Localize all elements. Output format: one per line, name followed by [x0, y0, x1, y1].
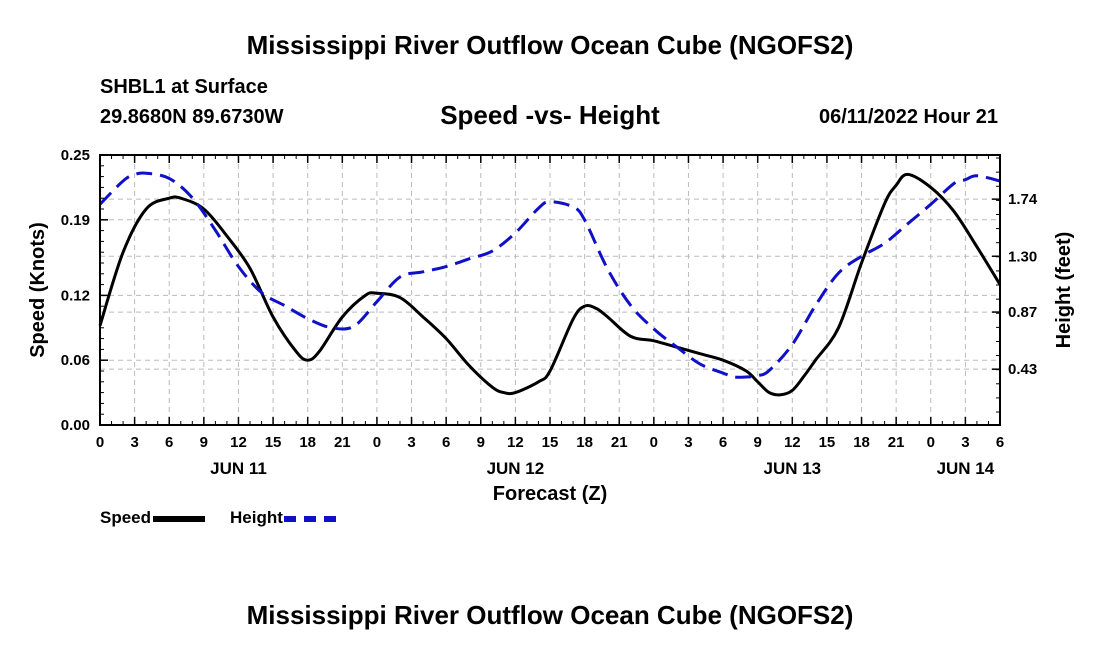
- x-tick-label: 6: [996, 434, 1004, 451]
- x-tick-label: 18: [299, 434, 316, 451]
- x-tick-label: 9: [200, 434, 208, 451]
- right-tick-label: 1.74: [1008, 191, 1038, 208]
- legend-speed-swatch: [153, 515, 206, 522]
- day-label: JUN 13: [763, 459, 821, 478]
- right-tick-label: 0.43: [1008, 361, 1037, 378]
- day-label: JUN 11: [210, 459, 267, 478]
- left-tick-label: 0.19: [61, 212, 90, 229]
- left-tick-label: 0.00: [61, 417, 90, 434]
- station-coordinates: 29.8680N 89.6730W: [100, 106, 284, 128]
- x-tick-label: 0: [373, 434, 381, 451]
- left-axis-title: Speed (Knots): [27, 222, 49, 358]
- x-tick-label: 0: [96, 434, 104, 451]
- legend-height: Height: [230, 508, 336, 528]
- right-tick-label: 0.87: [1008, 304, 1037, 321]
- legend-height-label: Height: [230, 508, 283, 527]
- footer-title: Mississippi River Outflow Ocean Cube (NG…: [246, 600, 854, 630]
- x-tick-label: 9: [754, 434, 762, 451]
- x-tick-label: 6: [165, 434, 173, 451]
- x-tick-label: 6: [442, 434, 450, 451]
- left-tick-label: 0.25: [61, 147, 90, 164]
- x-tick-label: 15: [265, 434, 282, 451]
- x-tick-label: 21: [888, 434, 905, 451]
- x-tick-label: 21: [611, 434, 628, 451]
- right-tick-label: 1.30: [1008, 248, 1037, 265]
- day-label: JUN 14: [937, 459, 995, 478]
- x-tick-label: 3: [130, 434, 138, 451]
- x-tick-label: 3: [684, 434, 692, 451]
- legend-height-swatch: [283, 515, 336, 522]
- x-tick-label: 18: [853, 434, 870, 451]
- x-tick-label: 0: [650, 434, 658, 451]
- x-tick-label: 12: [507, 434, 524, 451]
- x-axis-title: Forecast (Z): [493, 483, 607, 505]
- x-tick-label: 12: [784, 434, 801, 451]
- x-tick-label: 21: [334, 434, 351, 451]
- series-line-speed: [98, 172, 1002, 397]
- x-tick-label: 9: [477, 434, 485, 451]
- left-tick-label: 0.06: [61, 352, 90, 369]
- x-tick-label: 3: [407, 434, 415, 451]
- grid-layer: [100, 155, 1000, 425]
- main-title: Mississippi River Outflow Ocean Cube (NG…: [246, 30, 854, 60]
- x-tick-label: 15: [819, 434, 836, 451]
- x-tick-label: 3: [961, 434, 969, 451]
- x-tick-label: 18: [576, 434, 593, 451]
- series-line-height: [98, 171, 1001, 379]
- chart-subtitle: Speed -vs- Height: [440, 100, 660, 130]
- x-tick-label: 12: [230, 434, 247, 451]
- x-tick-label: 0: [927, 434, 935, 451]
- forecast-timestamp: 06/11/2022 Hour 21: [818, 106, 998, 128]
- x-tick-label: 15: [542, 434, 559, 451]
- legend-speed: Speed: [100, 508, 206, 528]
- day-label: JUN 12: [487, 459, 545, 478]
- left-tick-label: 0.12: [61, 287, 90, 304]
- x-tick-label: 6: [719, 434, 727, 451]
- right-axis-title: Height (feet): [1053, 232, 1075, 349]
- station-label: SHBL1 at Surface: [100, 76, 268, 98]
- axis-layer: 0 3 6 9 12 15 18 21 0 3 6 9 12 15 18 21 0 3 6 9 12 15 18 21 0 3 6J…: [61, 147, 1038, 478]
- legend-speed-label: Speed: [100, 508, 152, 527]
- series-layer: [98, 171, 1002, 397]
